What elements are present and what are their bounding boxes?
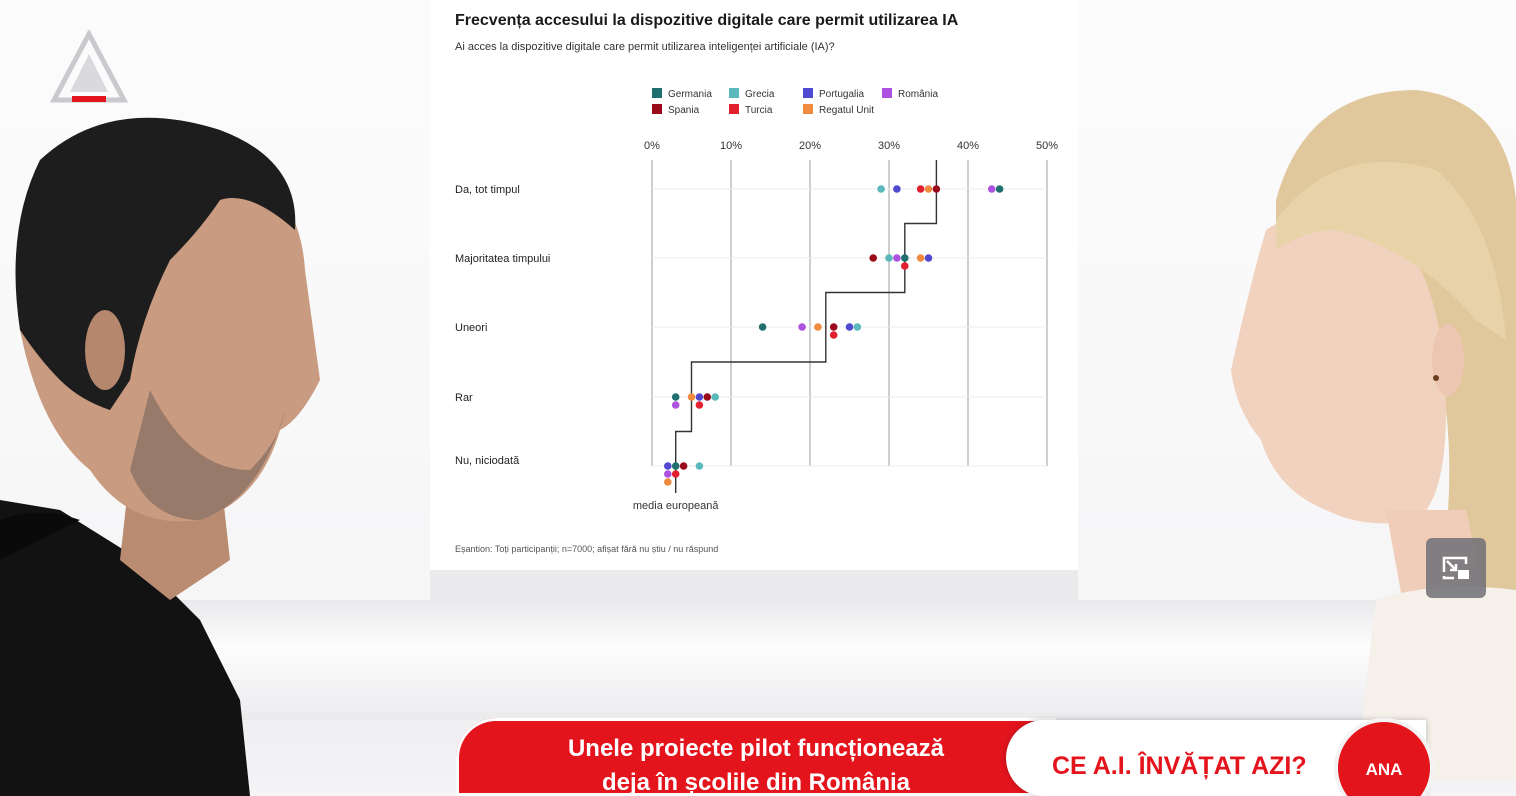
data-point	[695, 401, 704, 409]
data-point	[924, 254, 933, 262]
data-point	[987, 185, 996, 193]
presenter-left-person	[0, 117, 320, 796]
studio-floor	[0, 600, 1516, 720]
european-mean-step-line	[675, 160, 938, 493]
data-point	[901, 262, 909, 270]
chart-title: Frecvența accesului la dispozitive digit…	[455, 12, 959, 29]
x-tick-label: 30%	[878, 140, 900, 152]
legend-label: Regatul Unit	[819, 105, 874, 116]
legend-swatch	[882, 88, 892, 98]
ticker-headline-line-1: Unele proiecte pilot funcționează	[567, 735, 945, 762]
category-label: Uneori	[455, 322, 487, 334]
data-point	[711, 393, 719, 401]
ticker-headline-box: Unele proiecte pilot funcționează deja î…	[456, 718, 1056, 796]
x-tick-label: 20%	[799, 140, 821, 152]
ticker-badge: ANA	[1338, 722, 1430, 796]
news-ticker: Unele proiecte pilot funcționează deja î…	[456, 718, 1432, 796]
data-point	[671, 401, 680, 409]
show-name: CE A.I. ÎNVĂȚAT AZI?	[1052, 752, 1307, 780]
data-point	[901, 254, 909, 262]
legend-swatch	[652, 88, 662, 98]
presenter-right-person	[1231, 90, 1516, 780]
legend-label: Turcia	[745, 105, 773, 116]
data-point	[814, 323, 822, 331]
data-point	[695, 462, 704, 470]
data-point	[664, 478, 672, 486]
data-point	[916, 254, 925, 262]
data-point	[758, 323, 767, 331]
legend-swatch	[729, 88, 739, 98]
data-point	[924, 185, 933, 193]
chart-footnote: Eșantion: Toți participanții; n=7000; af…	[455, 544, 719, 554]
category-label: Nu, niciodată	[455, 455, 520, 467]
legend-label: Germania	[668, 89, 712, 100]
data-point	[671, 470, 680, 478]
ticker-badge-label: ANA	[1365, 760, 1403, 779]
data-point	[829, 323, 838, 331]
data-point	[916, 185, 925, 193]
legend-label: România	[898, 89, 938, 100]
chart-board	[430, 0, 1078, 570]
data-point	[995, 185, 1004, 193]
data-point	[893, 185, 901, 193]
legend-swatch	[803, 104, 813, 114]
category-label: Da, tot timpul	[455, 184, 520, 196]
legend-swatch	[729, 104, 739, 114]
legend-label: Grecia	[745, 89, 775, 100]
x-tick-label: 10%	[720, 140, 742, 152]
legend-swatch	[803, 88, 813, 98]
legend-label: Portugalia	[819, 89, 864, 100]
european-mean-label: media europeană	[633, 500, 720, 512]
data-point	[845, 323, 854, 331]
data-point	[664, 470, 672, 478]
data-point	[798, 323, 806, 331]
ticker-headline: Unele proiecte pilot funcționează deja î…	[496, 732, 1016, 796]
legend-swatch	[652, 104, 662, 114]
data-point	[829, 331, 838, 339]
data-point	[671, 393, 680, 401]
chart-subtitle: Ai acces la dispozitive digitale care pe…	[455, 41, 835, 53]
ticker-headline-line-2: deja în școlile din România	[601, 769, 911, 796]
data-point	[687, 393, 696, 401]
x-tick-label: 40%	[957, 140, 979, 152]
chart: 0% 10% 20% 30% 40% 50% Da, tot timpul Majoritat…	[455, 88, 1058, 512]
category-label: Rar	[455, 392, 473, 404]
data-point	[932, 185, 941, 193]
data-point	[877, 185, 885, 193]
data-point	[703, 393, 712, 401]
data-point	[869, 254, 877, 262]
data-point	[671, 462, 680, 470]
channel-logo-icon	[50, 30, 128, 103]
data-point	[664, 462, 672, 470]
picture-in-picture-button[interactable]	[1426, 538, 1486, 598]
picture-in-picture-icon	[1442, 556, 1469, 580]
x-tick-label: 50%	[1036, 140, 1058, 152]
legend-label: Spania	[668, 105, 700, 116]
data-point	[679, 462, 688, 470]
data-point	[885, 254, 893, 262]
category-label: Majoritatea timpului	[455, 253, 550, 265]
data-point	[695, 393, 704, 401]
data-point	[853, 323, 862, 331]
data-point	[893, 254, 901, 262]
x-tick-label: 0%	[644, 140, 660, 152]
